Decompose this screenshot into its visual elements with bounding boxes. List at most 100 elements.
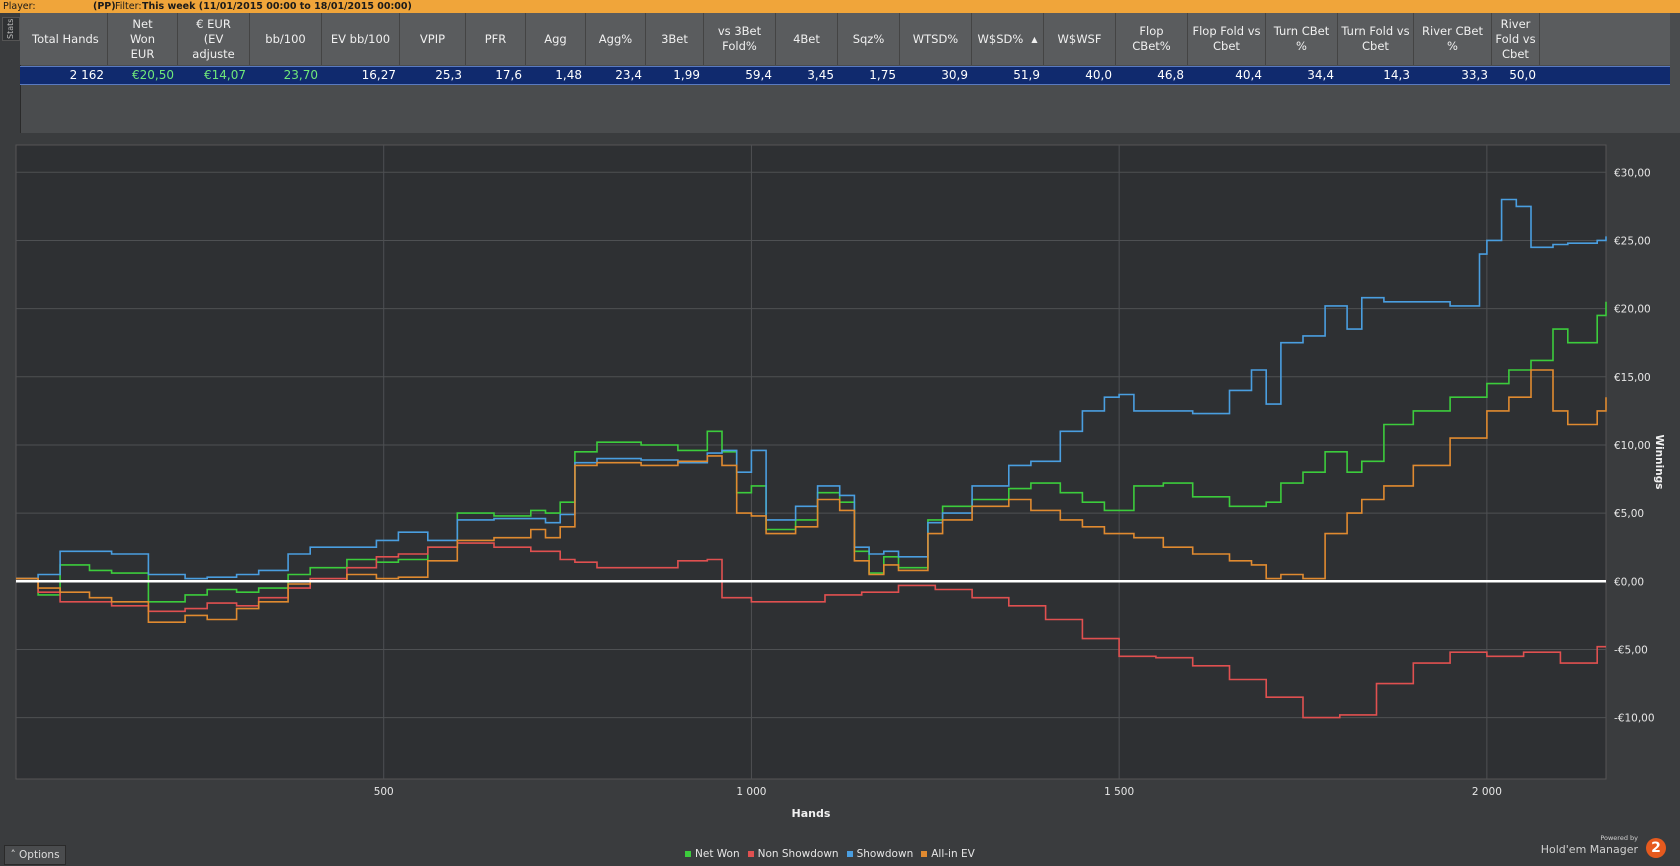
stat-value: 23,4 <box>615 68 642 82</box>
series-line-showdown <box>16 198 1607 580</box>
x-tick-label: 2 000 <box>1472 786 1502 798</box>
stats-header-row: Total Hands Net Won EUR € EUR (EV adjuste b… <box>20 13 1670 65</box>
stat-value: 17,6 <box>495 68 522 82</box>
column-header[interactable]: vs 3Bet Fold% <box>704 13 776 65</box>
column-header-label: Flop Fold vs Cbet <box>1192 24 1261 53</box>
legend-swatch <box>747 851 754 857</box>
x-tick-label: 1 500 <box>1104 786 1134 798</box>
column-header-label: WTSD% <box>912 31 959 46</box>
column-header[interactable]: Agg <box>526 13 586 65</box>
stats-side-tab[interactable]: Stats <box>0 13 21 133</box>
filter-value[interactable]: This week (11/01/2015 00:00 to 18/01/201… <box>142 1 412 12</box>
options-button[interactable]: ˄ Options <box>4 845 66 865</box>
column-header-label: Flop CBet% <box>1132 24 1171 53</box>
y-tick-label: €15,00 <box>1614 372 1651 384</box>
column-header-label: Agg% <box>598 31 633 46</box>
column-header[interactable]: Turn CBet % <box>1266 13 1338 65</box>
column-header[interactable]: River Fold vs Cbet <box>1492 13 1540 65</box>
column-header[interactable]: EV bb/100 <box>322 13 400 65</box>
column-header[interactable]: River CBet % <box>1414 13 1492 65</box>
stat-value: 25,3 <box>435 68 462 82</box>
y-tick-label: €10,00 <box>1614 440 1651 452</box>
column-header[interactable]: € EUR (EV adjuste <box>178 13 250 65</box>
column-header-label: bb/100 <box>265 31 306 46</box>
column-header[interactable]: WTSD% <box>900 13 972 65</box>
stat-value: 1,75 <box>869 68 896 82</box>
chevron-up-icon: ˄ <box>10 849 16 861</box>
filter-label: Filter: <box>115 1 142 12</box>
stat-value: 1,99 <box>673 68 700 82</box>
column-header-label: W$WSF <box>1057 31 1102 46</box>
legend-item[interactable]: Showdown <box>846 848 914 860</box>
y-tick-label: €0,00 <box>1614 576 1644 588</box>
brand-powered-by: Powered by <box>1600 834 1638 842</box>
column-header-label: EV bb/100 <box>330 31 391 46</box>
stats-value-row[interactable]: 2 162 €20,50 €14,07 23,70 16,27 25,3 17,6 1,48 2… <box>20 66 1670 85</box>
stat-value: 33,3 <box>1461 68 1488 82</box>
column-header-label: River Fold vs Cbet <box>1495 16 1536 61</box>
legend-label: Net Won <box>695 848 740 860</box>
stat-value: 23,70 <box>283 68 318 82</box>
x-tick-label: 1 000 <box>736 786 766 798</box>
hem2-logo-icon: 2 <box>1646 838 1666 858</box>
column-header[interactable]: 4Bet <box>776 13 838 65</box>
y-tick-label: -€10,00 <box>1614 713 1655 725</box>
bottom-bar: ˄ Options Net Won Non Showdown Showdown All… <box>0 834 1680 866</box>
column-header[interactable]: W$WSF <box>1044 13 1116 65</box>
chart-legend: Net Won Non Showdown Showdown All-in EV <box>685 848 983 862</box>
legend-item[interactable]: All-in EV <box>921 848 975 860</box>
column-header[interactable]: PFR <box>466 13 526 65</box>
stat-value: 16,27 <box>361 68 396 82</box>
plot-area <box>15 144 1607 780</box>
column-header[interactable]: bb/100 <box>250 13 322 65</box>
column-header-label: Agg <box>544 31 567 46</box>
column-header[interactable]: Net Won EUR <box>108 13 178 65</box>
column-header[interactable]: Total Hands <box>20 13 108 65</box>
column-header-label: River CBet % <box>1422 24 1483 53</box>
stat-value: 50,0 <box>1509 68 1536 82</box>
player-label: Player: <box>3 1 36 12</box>
stat-value: €20,50 <box>132 68 174 82</box>
column-header[interactable]: Sqz% <box>838 13 900 65</box>
stats-tab-label: Stats <box>2 17 20 41</box>
column-header[interactable]: VPIP <box>400 13 466 65</box>
column-header-label: € EUR (EV adjuste <box>192 16 235 61</box>
winnings-chart-svg: €30,00 €25,00 €20,00 €15,00 €10,00 €5,00 €0,00… <box>15 144 1665 820</box>
legend-swatch <box>846 851 853 857</box>
stat-value: 40,0 <box>1085 68 1112 82</box>
y-tick-label: €5,00 <box>1614 508 1644 520</box>
stat-value: 51,9 <box>1013 68 1040 82</box>
stat-value: 30,9 <box>941 68 968 82</box>
column-header[interactable]: 3Bet <box>646 13 704 65</box>
column-header[interactable]: Turn Fold vs Cbet <box>1338 13 1414 65</box>
brand-name: Hold'em Manager <box>1540 843 1638 856</box>
stat-value: 40,4 <box>1235 68 1262 82</box>
column-header-label: VPIP <box>419 31 446 46</box>
player-value[interactable]: (PP) <box>93 1 116 12</box>
stat-value: 2 162 <box>69 68 104 82</box>
x-tick-label: 500 <box>374 786 394 798</box>
winnings-graph: €30,00 €25,00 €20,00 €15,00 €10,00 €5,00 €0,00… <box>0 133 1680 866</box>
stat-value: 59,4 <box>745 68 772 82</box>
column-header[interactable]: Flop Fold vs Cbet <box>1188 13 1266 65</box>
column-header[interactable]: Agg% <box>586 13 646 65</box>
legend-item[interactable]: Non Showdown <box>747 848 839 860</box>
legend-label: Showdown <box>856 848 914 860</box>
stat-value: 34,4 <box>1307 68 1334 82</box>
legend-swatch <box>921 851 928 857</box>
brand-logo: Powered by Hold'em Manager 2 <box>1526 834 1666 864</box>
column-header-label: 4Bet <box>793 31 820 46</box>
options-label: Options <box>19 849 60 861</box>
stat-value: 1,48 <box>555 68 582 82</box>
legend-item[interactable]: Net Won <box>685 848 740 860</box>
column-header[interactable]: W$SD% ▲ <box>972 13 1044 65</box>
player-filter-bar: Player: (PP) Filter: This week (11/01/20… <box>0 0 1680 13</box>
column-header-label: Sqz% <box>852 31 885 46</box>
stat-value: €14,07 <box>204 68 246 82</box>
column-header-label: Total Hands <box>32 31 99 46</box>
column-header-label: 3Bet <box>661 31 688 46</box>
stat-value: 14,3 <box>1383 68 1410 82</box>
column-header[interactable]: Flop CBet% <box>1116 13 1188 65</box>
column-header-label: W$SD% <box>977 31 1024 46</box>
legend-swatch <box>685 851 691 857</box>
